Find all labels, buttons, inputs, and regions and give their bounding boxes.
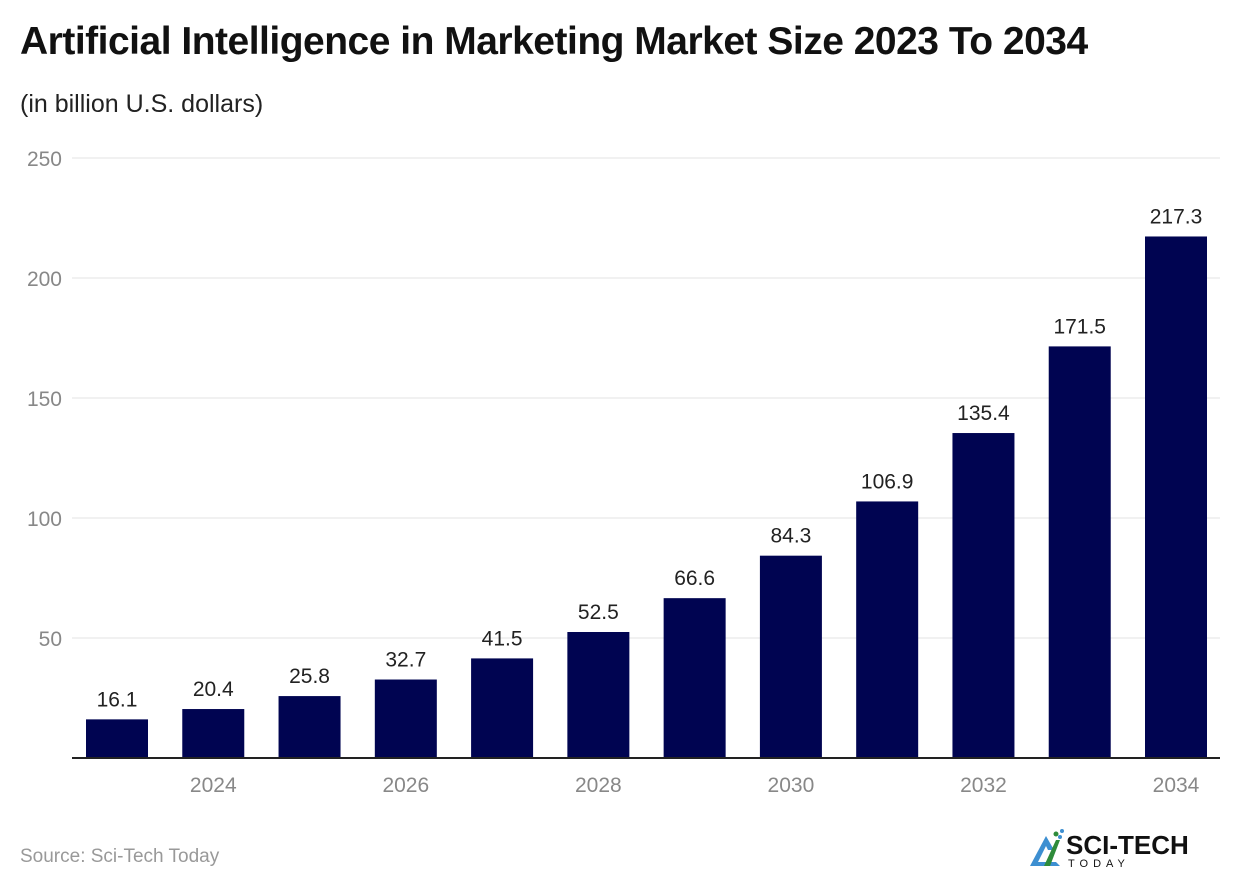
data-label: 66.6 xyxy=(674,567,715,590)
data-label: 25.8 xyxy=(289,665,330,688)
y-tick-label: 150 xyxy=(27,388,62,411)
x-tick-label: 2030 xyxy=(768,774,815,797)
svg-text:TODAY: TODAY xyxy=(1068,858,1130,870)
y-tick-label: 100 xyxy=(27,508,62,531)
data-label: 52.5 xyxy=(578,601,619,624)
bar-2023 xyxy=(86,719,148,758)
y-tick-label: 200 xyxy=(27,268,62,291)
x-tick-label: 2024 xyxy=(190,774,237,797)
data-label: 217.3 xyxy=(1150,205,1203,228)
data-label: 32.7 xyxy=(385,649,426,672)
chart-subtitle: (in billion U.S. dollars) xyxy=(20,90,264,118)
data-label: 41.5 xyxy=(482,627,523,650)
data-label: 16.1 xyxy=(97,688,138,711)
bar-2030 xyxy=(759,555,822,758)
bar-2031 xyxy=(856,501,919,758)
y-tick-label: 250 xyxy=(27,148,62,171)
x-tick-label: 2032 xyxy=(960,774,1007,797)
bar-2025 xyxy=(278,696,341,758)
bar-2024 xyxy=(182,709,245,758)
bar-2033 xyxy=(1048,346,1111,758)
bar-2034 xyxy=(1145,236,1207,759)
x-tick-label: 2028 xyxy=(575,774,622,797)
source-note: Source: Sci-Tech Today xyxy=(20,846,220,867)
data-label: 135.4 xyxy=(957,402,1010,425)
sci-tech-today-logo: SCI-TECH TODAY xyxy=(1030,829,1189,870)
data-label: 20.4 xyxy=(193,678,234,701)
bar-2028 xyxy=(567,632,630,758)
data-label: 84.3 xyxy=(770,525,811,548)
data-label: 106.9 xyxy=(861,470,914,493)
chart-title: Artificial Intelligence in Marketing Mar… xyxy=(20,20,1088,63)
y-tick-label: 50 xyxy=(39,628,62,651)
bar-chart: 50 100 150 200 250 16.1 20.4 2024 25.8 32.7 2026 41… xyxy=(27,148,1220,797)
bar-2032 xyxy=(952,433,1015,758)
bar-2026 xyxy=(374,679,437,758)
bar-2029 xyxy=(663,598,726,758)
svg-text:SCI-TECH: SCI-TECH xyxy=(1066,830,1189,860)
x-tick-label: 2026 xyxy=(382,774,429,797)
data-label: 171.5 xyxy=(1053,315,1106,338)
x-tick-label: 2034 xyxy=(1153,774,1200,797)
bar-2027 xyxy=(471,658,534,758)
